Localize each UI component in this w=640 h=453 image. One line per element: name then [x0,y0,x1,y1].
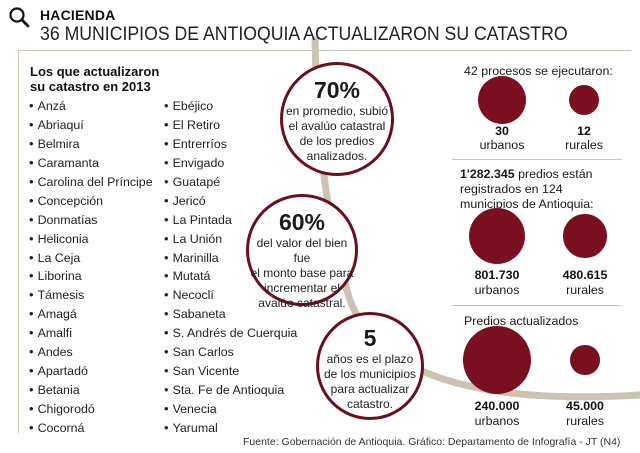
bubble-value-label: 801.730 [474,268,520,282]
municipality-item: La Pintada [164,211,297,230]
municipality-item: Heliconia [29,230,153,249]
panel-divider [452,159,622,160]
municipality-item: Cocorná [29,419,153,438]
municipality-item: Betania [29,381,153,400]
municipality-item: Venecia [164,400,297,419]
municipality-item: Apartadó [29,362,153,381]
municipality-item: La Unión [164,230,297,249]
bubble-category-label: urbanos [474,414,520,428]
bubble-category-label: urbanos [474,283,520,297]
municipality-item: Andes [29,343,153,362]
bubble-rurales [563,214,607,258]
panel-2-heading-bold: 1'282.345 [460,167,515,181]
bubble-category-label: rurales [566,414,604,428]
panel-2-heading-line3: municipios de Antioquia: [460,197,594,211]
municipality-item: Caramanta [29,154,153,173]
highlight-circle-plazo: 5 años es el plazo de los municipios par… [316,312,424,420]
bubble-urbanos [469,208,525,264]
source-footer: Fuente: Gobernación de Antioquia. Gráfic… [243,436,621,448]
bubble-urbanos [463,326,531,394]
list-title-line2: su catastro en 2013 [30,79,151,94]
highlight-value: 70% [313,77,361,103]
magnifier-icon [9,7,30,28]
bubble-value-label: 480.615 [562,268,608,282]
municipality-item: Amagá [29,305,153,324]
highlight-line: catastro. [346,397,394,411]
municipality-item: Amalfi [29,324,153,343]
list-title-line1: Los que actualizaron [30,64,160,79]
highlight-line: de los municipios [323,367,417,381]
bubble-rurales [568,84,600,116]
municipality-item: La Ceja [29,249,153,268]
panel-2-heading-rest: predios están [514,167,593,181]
municipality-item: Ebéjico [164,97,297,116]
bubble-value-label: 45.000 [566,399,604,413]
municipality-item: Chigorodó [29,400,153,419]
municipality-item: Guatapé [164,173,297,192]
panel-3-heading: Predios actualizados [464,314,579,328]
highlight-line: años es el plazo [326,352,414,366]
bubble-category-label: rurales [566,283,604,297]
municipality-list-column-2: EbéjicoEl RetiroEntrerríosEnvigadoGuatap… [164,97,298,438]
municipality-item: Sta. Fe de Antioquia [164,381,297,400]
municipality-item: Envigado [164,154,297,173]
municipality-item: Támesis [29,286,153,305]
municipality-item: Entrerríos [164,135,297,154]
highlight-value: 60% [278,209,326,235]
municipality-item: El Retiro [164,116,297,135]
municipality-item: Anzá [29,97,153,116]
highlight-line: incrementar el [263,281,341,295]
highlight-line: para actualizar [330,382,410,396]
municipality-item: S. Andrés de Cuerquia [164,324,298,343]
municipality-item: Sabaneta [164,305,297,324]
page-title: 36 MUNICIPIOS DE ANTIOQUIA ACTUALIZARON … [40,24,568,45]
bubble-category-label: urbanos [479,138,525,152]
municipality-list-column-1: AnzáAbriaquíBelmiraCaramantaCarolina del… [29,97,153,438]
content-frame [18,50,631,433]
municipality-item: Concepción [29,192,153,211]
municipality-item: Yarumal [164,419,297,438]
municipality-item: San Carlos [164,343,297,362]
highlight-line: el monto base para [250,266,354,280]
highlight-line: analizados. [306,149,368,163]
panel-1-heading: 42 procesos se ejecutaron: [464,64,613,78]
bubble-category-label: rurales [565,138,603,152]
highlight-line: el avalúo catastral [288,119,386,133]
list-title: Los que actualizaron su catastro en 2013 [30,64,159,94]
municipality-item: Marinilla [164,249,297,268]
bubble-value-label: 30 [495,124,509,138]
section-label: HACIENDA [40,7,116,23]
highlight-circle-avaluo: 70% en promedio, subió el avalúo catastr… [280,62,394,176]
municipality-item: Belmira [29,135,153,154]
panel-2-heading: 1'282.345 predios están [460,167,592,181]
highlight-line: de los predios [299,134,375,148]
bubble-value-label: 240.000 [474,399,520,413]
municipality-item: Carolina del Príncipe [29,173,153,192]
municipality-item: Necoclí [164,286,297,305]
highlight-circle-monto: 60% del valor del bien fue el monto base… [246,194,358,310]
municipality-item: Mutatá [164,267,297,286]
highlight-value: 5 [363,325,377,351]
panel-2-heading-line2: registrados en 124 [460,182,563,196]
municipality-item: Donmatías [29,211,153,230]
panel-divider [452,305,622,306]
highlight-line: del valor del bien fue [256,236,348,265]
bubble-rurales [570,345,600,375]
municipality-item: Jericó [164,192,297,211]
bubble-urbanos [478,76,526,124]
municipality-item: San Vicente [164,362,297,381]
highlight-line: en promedio, subió [285,104,389,118]
municipality-item: Abriaquí [29,116,153,135]
municipality-item: Liborina [29,267,153,286]
bubble-value-label: 12 [577,124,591,138]
highlight-line: avalúo catastral. [258,296,346,310]
